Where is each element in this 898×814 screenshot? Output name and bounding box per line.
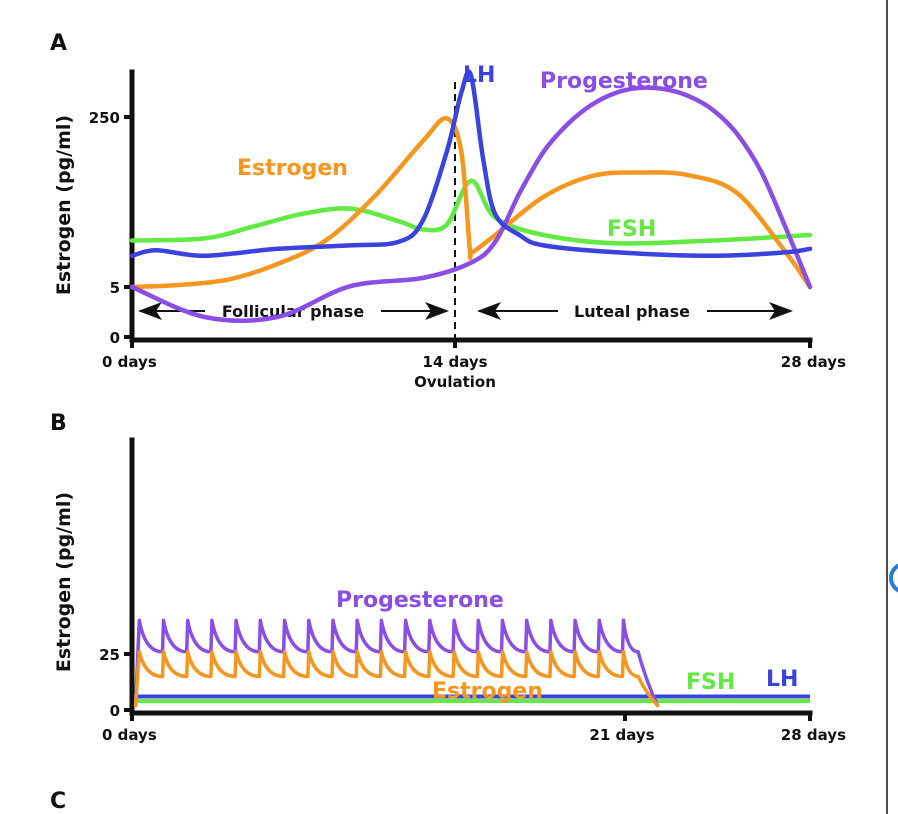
series-lh-label: LH [463, 63, 495, 88]
panel-a-x-tick-label-14: 14 days [422, 353, 487, 371]
series-fsh-label: FSH [607, 217, 656, 242]
panel-b-x-tick-label-28: 28 days [781, 726, 846, 744]
follicular-arrowhead-left [138, 302, 162, 320]
panel-b-label: B [50, 411, 67, 436]
panel-b-progesterone-label: Progesterone [336, 588, 504, 613]
series-estrogen-label: Estrogen [237, 156, 348, 181]
panel-a-y-tick-label-5: 5 [110, 279, 120, 297]
series-lh-line [129, 69, 813, 259]
panel-b: B Estrogen (pg/ml) 25 0 0 days 21 days 2… [50, 411, 846, 744]
luteal-phase-arrow: Luteal phase [477, 302, 793, 321]
panel-a-label: A [50, 31, 67, 56]
luteal-phase-label: Luteal phase [574, 302, 690, 321]
edge-circle-icon [889, 563, 898, 593]
panel-b-lh-label: LH [766, 667, 798, 692]
panel-a-x-tick-label-0: 0 days [102, 353, 157, 371]
panel-a-y-axis-label: Estrogen (pg/ml) [53, 115, 75, 295]
panel-b-estrogen-line [133, 650, 660, 708]
series-progesterone-label: Progesterone [540, 69, 708, 94]
series-fsh-line [129, 178, 813, 246]
follicular-arrowhead-right [425, 302, 449, 320]
panel-a-y-tick-label-0: 0 [110, 329, 120, 347]
panel-b-estrogen-label: Estrogen [432, 679, 543, 704]
panel-a-ovulation-label: Ovulation [414, 373, 496, 391]
panel-a: A Estrogen (pg/ml) 250 5 0 0 days 14 day… [50, 31, 846, 391]
luteal-arrowhead-right [769, 302, 793, 320]
panel-b-x-tick-label-0: 0 days [102, 726, 157, 744]
panel-a-axes [129, 69, 813, 343]
panel-a-y-tick-label-250: 250 [89, 109, 120, 127]
luteal-arrowhead-left [477, 302, 501, 320]
panel-a-x-tick-label-28: 28 days [781, 353, 846, 371]
panel-b-fsh-label: FSH [686, 670, 735, 695]
panel-b-y-tick-label-0: 0 [110, 702, 120, 720]
panel-b-x-tick-label-21: 21 days [589, 726, 654, 744]
series-progesterone-line [129, 85, 813, 323]
panel-c-label: C [50, 789, 66, 814]
panel-b-y-tick-label-25: 25 [99, 646, 120, 664]
panel-b-y-axis-label: Estrogen (pg/ml) [53, 492, 75, 672]
series-estrogen-line [129, 116, 813, 290]
